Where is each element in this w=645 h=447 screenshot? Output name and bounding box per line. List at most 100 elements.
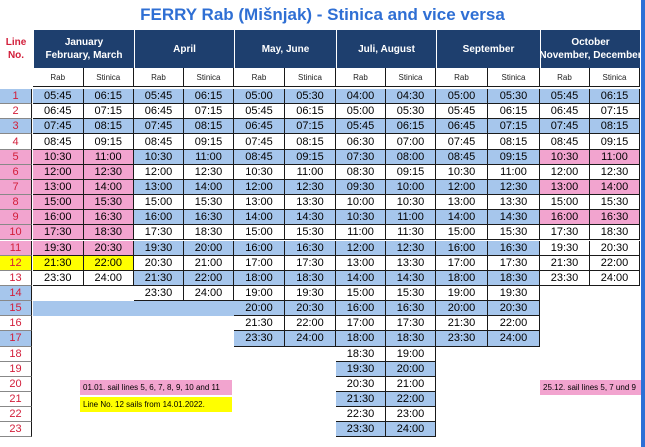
departure-rab: 05:00 xyxy=(436,89,488,105)
departure-stinica: 14:00 xyxy=(184,179,234,196)
departure-rab: 19:30 xyxy=(134,240,184,256)
subheader-stinica: Stinica xyxy=(184,68,234,87)
departure-rab: 20:30 xyxy=(336,376,386,392)
subheader-rab: Rab xyxy=(234,68,285,87)
departure-stinica: 11:00 xyxy=(386,210,436,226)
subheader-rab: Rab xyxy=(436,68,488,87)
departure-rab: 16:00 xyxy=(436,240,488,256)
departure-stinica: 11:00 xyxy=(83,149,134,165)
period-header-2: May, June xyxy=(234,30,336,68)
departure-rab: 05:45 xyxy=(540,89,590,105)
line-number: 1 xyxy=(0,89,32,105)
departure-stinica: 16:30 xyxy=(285,240,336,256)
departure-rab: 05:45 xyxy=(336,119,386,135)
departure-stinica: 18:30 xyxy=(285,270,336,286)
period-header-5: October November, December xyxy=(540,30,640,68)
band-line-15 xyxy=(33,301,234,317)
departure-stinica: 13:30 xyxy=(488,195,540,211)
departure-rab: 06:30 xyxy=(336,134,386,150)
line-number: 11 xyxy=(0,240,32,256)
departure-stinica: 16:30 xyxy=(184,210,234,226)
departure-stinica: 05:30 xyxy=(488,89,540,105)
period-name: Juli, August xyxy=(358,43,415,55)
departure-rab: 10:30 xyxy=(134,149,184,165)
departure-stinica: 24:00 xyxy=(386,422,436,438)
departure-rab: 23:30 xyxy=(540,270,590,286)
period-name: February, March xyxy=(45,50,123,61)
line-number: 18 xyxy=(0,346,32,362)
departure-rab: 20:00 xyxy=(436,301,488,317)
departure-stinica: 12:30 xyxy=(83,164,134,180)
note-1: Line No. 12 sails from 14.01.2022. xyxy=(80,397,232,412)
departure-rab: 15:00 xyxy=(234,225,285,241)
departure-rab: 22:30 xyxy=(336,407,386,423)
departure-stinica: 16:30 xyxy=(590,210,640,226)
departure-rab: 16:00 xyxy=(234,240,285,256)
subheader-stinica: Stinica xyxy=(590,68,640,87)
departure-rab: 19:30 xyxy=(33,240,84,256)
departure-stinica: 12:30 xyxy=(285,179,336,196)
departure-rab: 19:30 xyxy=(540,240,590,256)
departure-rab: 06:45 xyxy=(33,104,84,120)
departure-rab: 10:30 xyxy=(234,164,285,180)
departure-rab: 07:45 xyxy=(234,134,285,150)
departure-stinica: 07:15 xyxy=(488,119,540,135)
period-header-0: January February, March xyxy=(33,30,134,68)
line-number: 9 xyxy=(0,210,32,226)
departure-stinica: 09:15 xyxy=(590,134,640,150)
line-number: 13 xyxy=(0,270,32,286)
departure-rab: 06:45 xyxy=(540,104,590,120)
departure-stinica: 15:30 xyxy=(590,195,640,211)
departure-rab: 18:00 xyxy=(436,270,488,286)
departure-stinica: 06:15 xyxy=(488,104,540,120)
departure-stinica: 12:30 xyxy=(184,164,234,180)
departure-stinica: 13:30 xyxy=(386,255,436,271)
departure-stinica: 18:30 xyxy=(488,270,540,286)
line-number: 10 xyxy=(0,225,32,241)
departure-stinica: 16:30 xyxy=(488,240,540,256)
departure-stinica: 19:00 xyxy=(386,346,436,362)
line-number: 19 xyxy=(0,361,32,377)
departure-rab: 16:00 xyxy=(33,210,84,226)
subheader-stinica: Stinica xyxy=(83,68,134,87)
departure-stinica: 12:30 xyxy=(386,240,436,256)
departure-rab: 05:45 xyxy=(134,89,184,105)
departure-rab: 14:00 xyxy=(436,210,488,226)
departure-rab: 15:00 xyxy=(336,285,386,302)
departure-stinica: 06:15 xyxy=(83,89,134,105)
departure-rab: 10:30 xyxy=(33,149,84,165)
departure-stinica: 09:15 xyxy=(488,149,540,165)
line-number: 2 xyxy=(0,104,32,120)
line-number: 15 xyxy=(0,301,32,317)
departure-rab: 19:30 xyxy=(336,361,386,377)
departure-rab: 10:30 xyxy=(336,210,386,226)
departure-rab: 10:00 xyxy=(336,195,386,211)
departure-stinica: 19:30 xyxy=(488,285,540,302)
subheader-stinica: Stinica xyxy=(285,68,336,87)
note-2: 25.12. sail lines 5, 7 und 9 xyxy=(540,380,641,395)
departure-rab: 13:00 xyxy=(134,179,184,196)
departure-rab: 16:00 xyxy=(336,301,386,317)
departure-stinica: 10:30 xyxy=(386,195,436,211)
departure-rab: 20:30 xyxy=(134,255,184,271)
departure-rab: 15:00 xyxy=(33,195,84,211)
departure-rab: 14:00 xyxy=(336,270,386,286)
departure-stinica: 11:00 xyxy=(590,149,640,165)
departure-stinica: 12:30 xyxy=(590,164,640,180)
departure-rab: 16:00 xyxy=(540,210,590,226)
departure-stinica: 06:15 xyxy=(386,119,436,135)
period-name: January xyxy=(64,37,104,48)
subheader-rab: Rab xyxy=(336,68,386,87)
line-number: 17 xyxy=(0,331,32,347)
line-number: 23 xyxy=(0,422,32,438)
departure-stinica: 17:30 xyxy=(488,255,540,271)
departure-stinica: 06:15 xyxy=(285,104,336,120)
departure-rab: 08:45 xyxy=(234,149,285,165)
line-number: 5 xyxy=(0,149,32,165)
period-name: May, June xyxy=(261,43,310,55)
departure-rab: 15:00 xyxy=(436,225,488,241)
departure-stinica: 24:00 xyxy=(590,270,640,286)
departure-rab: 08:45 xyxy=(33,134,84,150)
departure-stinica: 15:30 xyxy=(285,225,336,241)
